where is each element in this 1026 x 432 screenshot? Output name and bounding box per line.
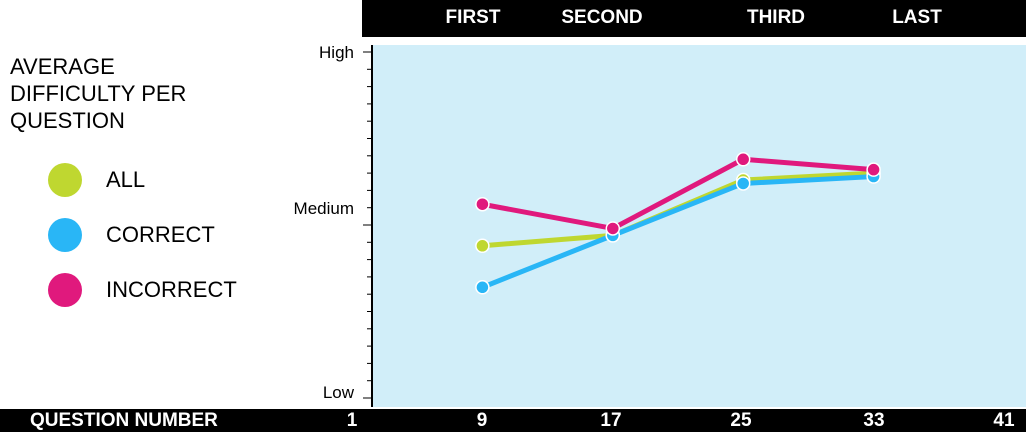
x-axis-bar: QUESTION NUMBER 1 9 17 25 33 41 [0, 409, 1026, 432]
series-line-correct [479, 174, 877, 290]
legend-dot-all [48, 163, 82, 197]
series-line-incorrect [479, 156, 877, 231]
y-tick-label-low: Low [322, 383, 354, 402]
segment-label-third: THIRD [746, 7, 806, 28]
x-tick-label-25: 25 [730, 410, 752, 431]
data-point-incorrect-q17 [605, 221, 621, 236]
legend-label-correct: CORRECT [106, 222, 215, 247]
x-axis-label: QUESTION NUMBER [30, 410, 218, 431]
data-point-all-q9 [475, 238, 490, 254]
y-tick-label-high: High [319, 43, 354, 62]
segment-label-first: FIRST [445, 7, 501, 28]
series-points [475, 152, 881, 295]
data-point-incorrect-q33 [866, 162, 881, 177]
series-lines [479, 156, 877, 290]
plot-area [372, 45, 1026, 407]
segment-header-bar: FIRST SECOND THIRD LAST [362, 0, 1026, 37]
x-tick-label-41: 41 [993, 410, 1015, 431]
y-tick-label-medium: Medium [293, 199, 354, 218]
data-point-correct-q25 [735, 176, 751, 191]
x-tick-label-9: 9 [476, 410, 488, 431]
data-point-incorrect-q9 [475, 196, 490, 212]
x-tick-label-33: 33 [863, 410, 885, 431]
legend-dot-correct [48, 218, 82, 252]
data-point-incorrect-q25 [735, 152, 751, 167]
legend-label-all: ALL [106, 167, 146, 192]
x-tick-label-1: 1 [346, 410, 358, 431]
legend-label-incorrect: INCORRECT [106, 277, 237, 302]
y-axis [363, 45, 373, 407]
x-tick-label-17: 17 [600, 410, 622, 431]
segment-label-second: SECOND [561, 7, 643, 28]
segment-label-last: LAST [892, 7, 942, 28]
legend-dot-incorrect [48, 273, 82, 307]
data-point-correct-q9 [475, 280, 490, 295]
legend-title: AVERAGE DIFFICULTY PER QUESTION [10, 54, 187, 133]
